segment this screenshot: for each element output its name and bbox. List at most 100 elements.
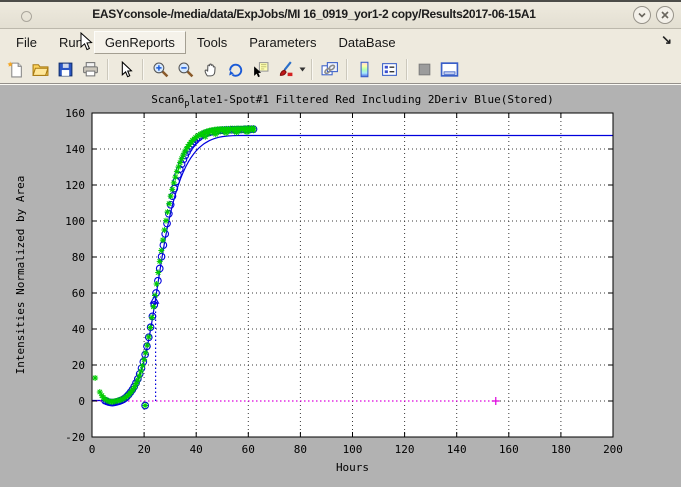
raw-data-stars	[133, 380, 140, 387]
tick-label-x: 140	[447, 443, 467, 456]
raw-data-stars	[105, 398, 112, 404]
tick-label-x: 0	[89, 443, 96, 456]
x-axis-label: Hours	[336, 461, 369, 474]
menu-genreports[interactable]: GenReports	[93, 30, 186, 54]
raw-data-stars	[161, 227, 168, 233]
raw-data-stars	[119, 396, 126, 403]
tick-label-x: 200	[603, 443, 623, 456]
raw-data-stars	[141, 356, 148, 363]
toolbar-separator	[311, 58, 313, 80]
raw-data-stars	[142, 349, 149, 356]
pan-button[interactable]	[198, 57, 223, 81]
raw-data-stars	[164, 209, 171, 215]
raw-data-stars	[181, 148, 188, 155]
menu-parameters[interactable]: Parameters	[249, 34, 317, 50]
tick-label-y: 60	[72, 287, 85, 300]
menu-run[interactable]: Run	[58, 34, 83, 50]
brush-dropdown-caret[interactable]	[298, 57, 307, 81]
raw-data-stars	[215, 129, 222, 136]
toolbar-separator	[406, 58, 408, 80]
save-figure-button[interactable]	[53, 57, 78, 81]
window-menu-icon[interactable]	[21, 11, 32, 22]
raw-data-stars	[153, 281, 160, 287]
raw-data-stars	[243, 129, 250, 136]
new-figure-button[interactable]	[3, 57, 28, 81]
menu-overflow-arrow-icon[interactable]: ↘	[661, 32, 672, 47]
raw-data-stars	[155, 269, 162, 276]
tick-label-x: 160	[499, 443, 519, 456]
hide-plot-tools-button[interactable]	[412, 57, 437, 81]
close-button[interactable]	[656, 6, 674, 24]
hide-plot-tools-icon	[418, 63, 431, 75]
window-controls	[633, 6, 674, 24]
raw-data-stars	[156, 258, 163, 265]
raw-data-stars	[250, 127, 257, 134]
raw-data-stars	[96, 389, 103, 395]
raw-data-stars	[225, 128, 232, 135]
y-axis-label: Intensities Normalized by Area	[14, 176, 27, 375]
data-cursor-icon	[254, 61, 269, 77]
figure-toolbar	[0, 55, 681, 83]
menu-file[interactable]: File	[16, 34, 37, 50]
raw-data-stars	[170, 179, 177, 186]
legend-icon	[382, 62, 397, 76]
filtered-data-circles	[148, 312, 157, 321]
raw-data-stars	[139, 362, 146, 369]
raw-data-stars	[130, 386, 137, 393]
tick-label-x: 60	[242, 443, 255, 456]
tick-label-y: 0	[78, 395, 85, 408]
raw-data-stars	[199, 132, 206, 139]
edit-plot-button[interactable]	[113, 57, 138, 81]
raw-data-stars	[162, 217, 169, 224]
raw-data-stars	[142, 402, 149, 409]
rotate-3d-button[interactable]	[223, 57, 248, 81]
tick-label-y: 140	[65, 143, 85, 156]
brush-data-button[interactable]	[273, 57, 298, 81]
figure-area: 0 20 40 60 80 100 120 140 160 180 200 -20 0 20 40 60 80 1…	[0, 85, 681, 482]
menu-tools[interactable]: Tools	[196, 34, 228, 50]
tick-label-y: 20	[72, 359, 85, 372]
raw-data-stars	[223, 129, 230, 136]
printer-icon	[83, 61, 98, 76]
zoom-out-button[interactable]	[173, 57, 198, 81]
raw-data-stars	[136, 372, 143, 379]
collapse-button[interactable]	[633, 6, 651, 24]
link-plots-button[interactable]	[317, 57, 342, 81]
tick-label-x: 100	[343, 443, 363, 456]
insert-legend-button[interactable]	[377, 57, 402, 81]
dropdown-caret-icon	[299, 67, 306, 71]
raw-data-stars	[180, 152, 187, 159]
raw-data-stars	[134, 376, 141, 383]
filtered-data-circles	[155, 264, 164, 273]
raw-data-stars	[152, 292, 159, 299]
raw-data-stars	[230, 128, 237, 134]
tick-label-x: 120	[395, 443, 415, 456]
close-icon	[661, 11, 669, 19]
show-plot-tools-button[interactable]	[437, 57, 462, 81]
tick-label-x: 20	[137, 443, 150, 456]
tick-label-y: 80	[72, 251, 85, 264]
raw-data-stars	[144, 342, 151, 349]
raw-data-stars	[148, 314, 155, 321]
toolbar-separator	[107, 58, 109, 80]
tick-label-y: 120	[65, 179, 85, 192]
zoom-in-icon	[153, 61, 169, 77]
pointer-arrow-icon	[121, 60, 133, 77]
data-cursor-button[interactable]	[248, 57, 273, 81]
plot-canvas[interactable]: 0 20 40 60 80 100 120 140 160 180 200 -20 0 20 40 60 80 1…	[0, 85, 681, 482]
raw-data-stars	[150, 303, 157, 310]
raw-data-stars	[241, 127, 248, 134]
zoom-in-button[interactable]	[148, 57, 173, 81]
raw-data-stars	[166, 200, 173, 207]
menu-database[interactable]: DataBase	[338, 34, 396, 50]
tick-label-x: 180	[551, 443, 571, 456]
insert-colorbar-button[interactable]	[352, 57, 377, 81]
raw-data-stars	[172, 174, 179, 181]
raw-data-stars	[177, 159, 184, 166]
tick-label-x: 80	[294, 443, 307, 456]
raw-data-stars	[159, 237, 166, 244]
print-figure-button[interactable]	[78, 57, 103, 81]
baseline-end-plus	[491, 397, 500, 405]
open-file-button[interactable]	[28, 57, 53, 81]
raw-data-stars	[131, 383, 138, 390]
